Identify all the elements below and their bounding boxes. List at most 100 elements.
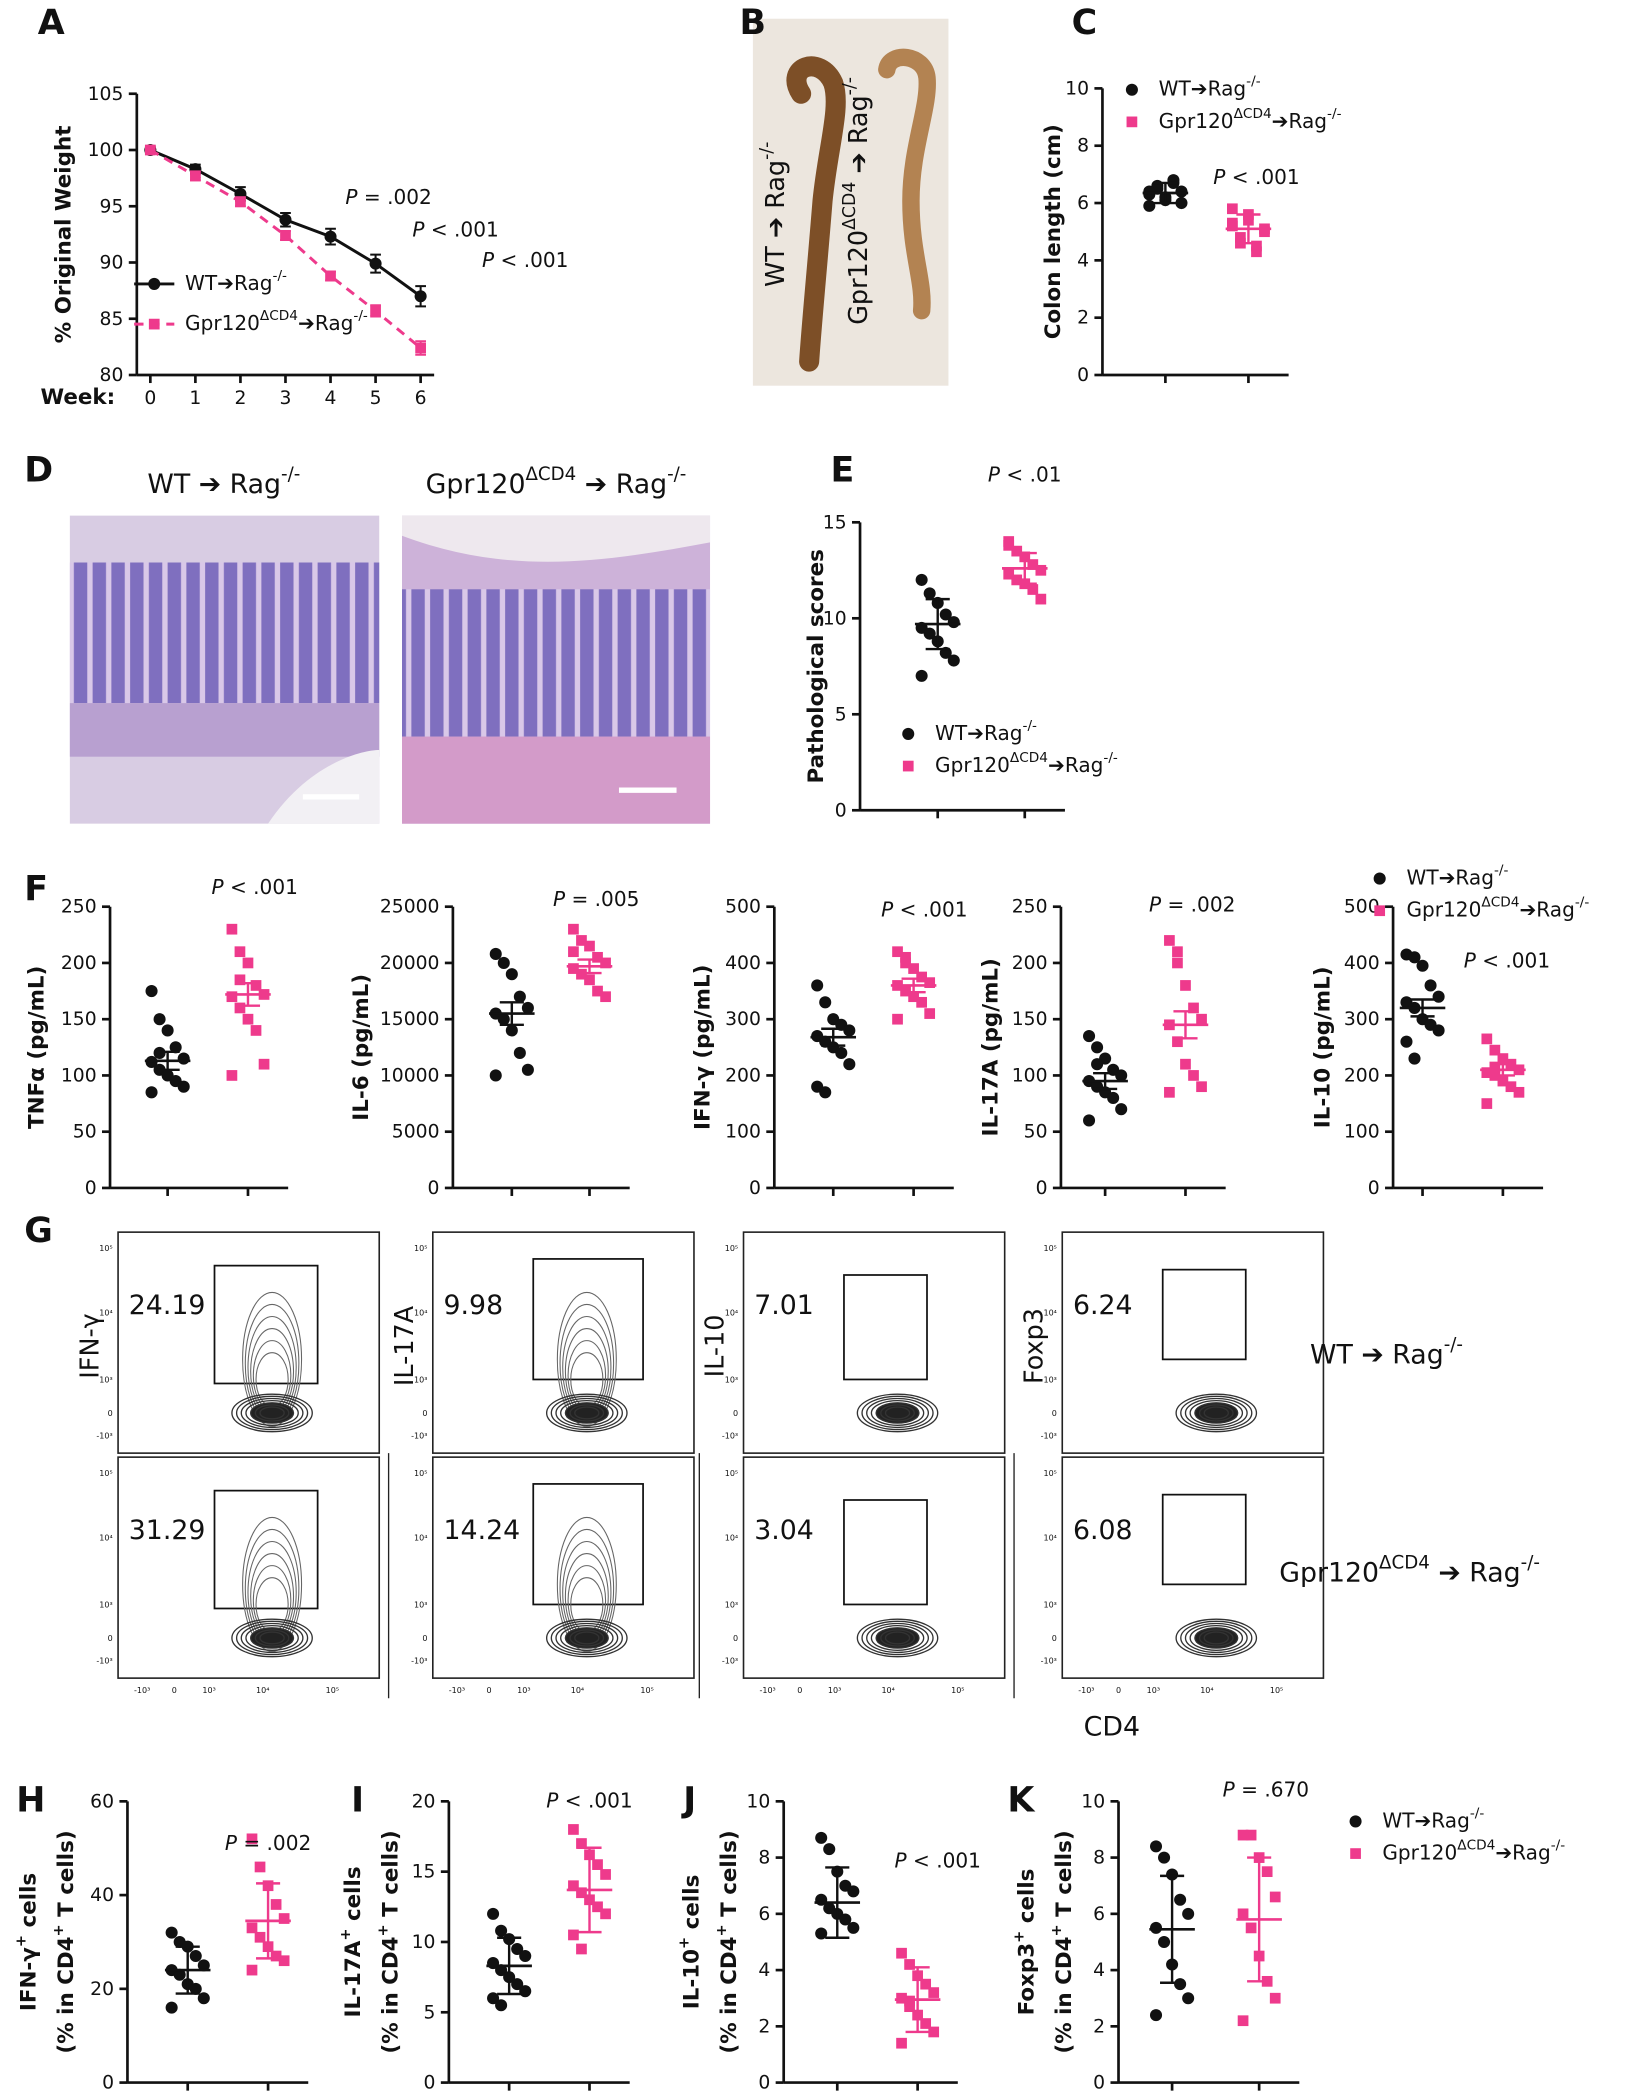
data-point [254,1931,266,1943]
y-tick-label: 0 [835,800,847,821]
y-tick-label: 10 [823,608,847,629]
panel-label: C [1072,3,1098,43]
data-point [1408,951,1421,964]
flow-axis-tick: 10³ [99,1600,112,1609]
y-tick-label: 8 [1093,1847,1105,1868]
y-tick-label: 5 [835,704,847,725]
y-tick-label: 100 [725,1121,761,1142]
legend-label: Gpr120ΔCD4➔Rag-/- [1382,1838,1565,1865]
y-tick-label: 80 [100,365,124,386]
y-tick-label: 10 [746,1791,770,1812]
flow-gate [532,1483,644,1606]
data-point [1513,1086,1525,1098]
y-tick-label: 100 [1344,1121,1380,1142]
data-point [904,2001,915,2013]
data-point [1172,946,1183,958]
data-point [270,1950,282,1962]
data-point [177,1052,190,1065]
flow-axis-tick: 0 [1116,1686,1121,1695]
flow-contour [560,1624,614,1651]
x-tick-label: 4 [325,387,337,408]
y-axis-label: IL-10+ cells [675,1875,704,2010]
data-point [1003,540,1015,551]
data-point [892,1013,903,1025]
data-point [939,608,952,621]
data-point [1481,1033,1493,1045]
y-tick-label: 0 [749,1177,761,1198]
data-point [1269,1891,1281,1903]
flow-axis-tick: 10³ [414,1375,427,1384]
y-tick-label: 6 [1093,1903,1105,1924]
data-point [916,996,927,1008]
flow-contour [1180,1395,1253,1431]
data-point [369,257,382,270]
data-point [584,940,595,952]
y-axis-label: (% in CD4+ T cells) [1047,1830,1077,2053]
data-point [592,951,603,963]
error-bar [1490,1062,1515,1077]
data-point [915,573,928,586]
data-point [1091,1058,1104,1071]
data-point [847,1921,860,1934]
flow-group-label: WT ➔ Rag-/- [1310,1334,1463,1370]
data-point [1175,197,1188,210]
data-point [900,951,911,963]
y-tick-label: 0 [428,1177,440,1198]
data-point [847,1885,860,1898]
flow-axis-tick: 10³ [202,1686,215,1695]
data-point [920,1978,932,1990]
y-tick-label: 2 [1077,307,1089,328]
data-point [1011,545,1023,557]
flow-contour [259,1631,285,1645]
data-point [1003,568,1015,580]
data-point [1400,1035,1413,1048]
flow-contour [550,1395,623,1431]
y-tick-label: 200 [1344,1065,1380,1086]
flow-axis-tick: 10⁴ [1043,1308,1056,1317]
y-tick-label: 2 [758,2016,770,2037]
annotation: P < .001 [1464,948,1550,972]
annotation: P < .001 [546,1788,632,1812]
data-point [568,1824,579,1835]
data-point [246,1833,258,1845]
data-point [819,1086,832,1099]
data-point [1481,1067,1493,1078]
data-point [513,1046,526,1059]
flow-contour [231,1618,313,1658]
y-tick-label: 0 [1077,365,1089,386]
annotation: P = .002 [345,185,431,209]
flow-axis-tick: -10³ [722,1431,738,1440]
panel-label: A [38,3,65,43]
sample-label: Gpr120ΔCD4 ➔ Rag-/- [840,77,873,325]
error-bar [175,1945,200,1995]
data-point [568,1929,579,1941]
flow-axis-tick: 0 [108,1633,113,1642]
error-bar [1153,181,1178,205]
error-bar [1160,1874,1185,1984]
data-point [928,2026,940,2038]
data-point [1172,1036,1183,1048]
x-tick-label: 6 [415,387,427,408]
data-point [592,1901,603,1913]
flow-gate [1161,1268,1247,1361]
gate-percentage: 3.04 [754,1514,814,1545]
gate-percentage: 14.24 [444,1514,521,1545]
error-bar [235,981,261,1007]
y-tick-label: 6 [1077,193,1089,214]
y-tick-label: 40 [90,1885,114,1906]
flow-axis-tick: 10³ [725,1375,738,1384]
annotation: P < .001 [881,897,967,921]
legend-label: WT➔Rag-/- [1406,863,1508,889]
error-bar [825,1866,850,1939]
flow-plot [117,1231,381,1454]
data-point [1027,559,1039,570]
flow-marker-label: IL-10 [700,1315,730,1378]
flow-axis-tick: 10³ [1147,1686,1160,1695]
data-point [258,1058,270,1070]
data-point [1188,1070,1199,1081]
data-point [1245,1922,1257,1934]
data-point [896,1992,907,2004]
panel-label: K [1007,1780,1036,1820]
data-point [161,1024,174,1037]
panel-label: D [24,450,53,490]
